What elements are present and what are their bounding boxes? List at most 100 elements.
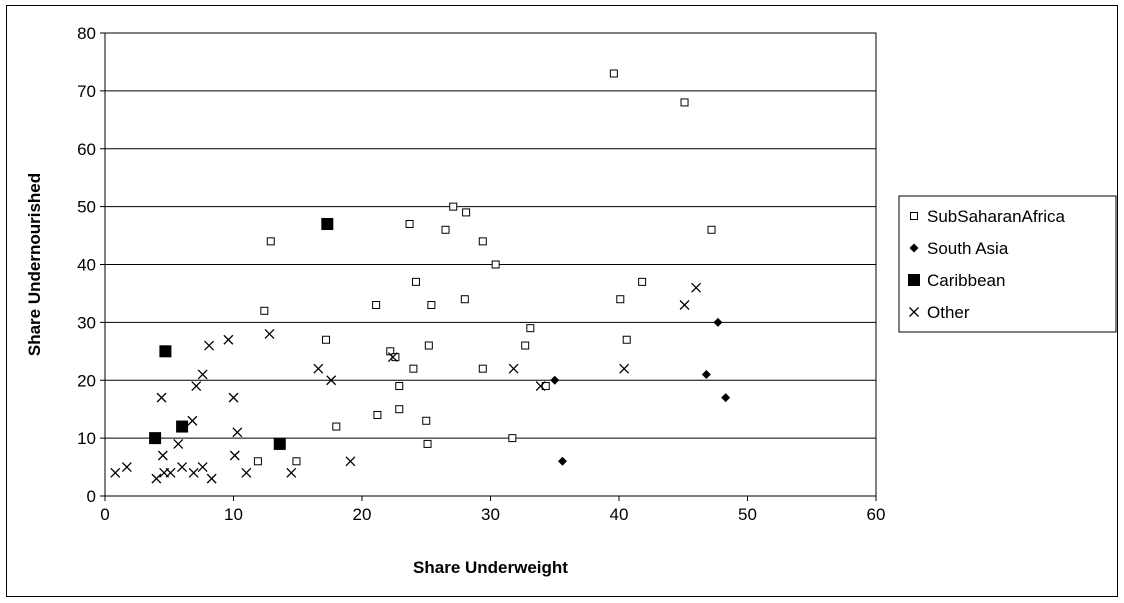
x-tick-label: 10 [224,505,243,524]
data-point [478,237,487,246]
y-tick-label: 60 [77,140,96,159]
data-point [313,363,324,374]
data-point [260,306,269,315]
data-point [535,381,546,391]
data-point [638,277,647,286]
x-tick-label: 20 [353,505,372,524]
legend-marker [910,212,918,220]
legend-label: Caribbean [927,271,1005,290]
data-point [622,335,631,344]
y-axis-ticks: 0 10 20 30 40 50 60 70 80 [77,24,105,506]
data-point [188,467,199,478]
y-tick-label: 30 [77,313,96,332]
data-point [550,375,560,385]
series-subsaharanafrica [253,69,716,466]
data-point [253,457,262,466]
data-point [424,341,433,350]
legend-marker [909,307,919,317]
data-point [223,334,234,345]
data-point [449,202,458,211]
data-point [157,450,168,461]
data-point [373,410,382,419]
data-point [391,353,400,362]
data-point [332,422,341,431]
data-point [165,467,176,478]
legend-item: Caribbean [908,271,1005,290]
data-point [121,462,132,473]
data-point [619,363,630,374]
data-point [326,375,337,386]
data-point [422,416,431,425]
y-tick-label: 0 [87,487,96,506]
data-point [264,328,275,339]
data-point [197,462,208,473]
data-point [266,237,275,246]
data-point [110,467,121,478]
data-point [721,393,731,403]
legend-label: Other [927,303,970,322]
data-point [273,437,286,450]
data-point [292,457,301,466]
series-caribbean [149,217,334,450]
data-point [372,301,381,310]
data-point [405,219,414,228]
data-point [713,317,723,327]
data-point [701,369,711,379]
data-point [541,382,550,391]
data-point [460,295,469,304]
data-point [321,217,334,230]
data-point [345,456,356,467]
legend-label: South Asia [927,239,1009,258]
data-point [232,427,243,438]
data-points [110,69,731,484]
y-tick-label: 80 [77,24,96,43]
y-tick-label: 50 [77,198,96,217]
series-other [110,282,702,484]
x-tick-label: 50 [738,505,757,524]
x-axis-title: Share Underweight [413,558,568,577]
data-point [395,405,404,414]
data-point [191,381,202,391]
legend-item: South Asia [909,239,1009,258]
data-point [609,69,618,78]
data-point [427,301,436,310]
data-point [241,467,252,478]
legend-item: SubSaharanAfrica [910,207,1066,226]
data-point [680,98,689,107]
y-tick-label: 40 [77,256,96,275]
data-point [679,300,690,310]
data-point [616,295,625,304]
data-point [441,225,450,234]
legend-marker [909,243,919,253]
y-axis-title: Share Undernourished [25,173,44,356]
data-point [521,341,530,350]
data-point [187,415,198,426]
gridlines [105,90,876,439]
data-point [526,324,535,333]
legend-box [898,195,1117,333]
data-point [491,260,500,269]
data-point [557,456,567,466]
data-point [286,467,297,478]
legend-marker [908,274,920,286]
x-tick-label: 40 [610,505,629,524]
x-tick-label: 30 [481,505,500,524]
data-point [707,225,716,234]
data-point [228,392,239,403]
data-point [197,369,208,380]
data-point [151,473,162,484]
legend-label: SubSaharanAfrica [927,207,1066,226]
y-tick-label: 10 [77,429,96,448]
data-point [229,450,240,461]
data-point [409,364,418,373]
data-point [177,462,188,473]
y-tick-label: 70 [77,82,96,101]
legend-item: Other [909,303,970,322]
x-axis-ticks: 0 10 20 30 40 50 60 [100,496,885,524]
x-tick-label: 0 [100,505,109,524]
x-tick-label: 60 [867,505,886,524]
data-point [508,434,517,443]
data-point [204,340,215,351]
series-south-asia [550,317,731,466]
